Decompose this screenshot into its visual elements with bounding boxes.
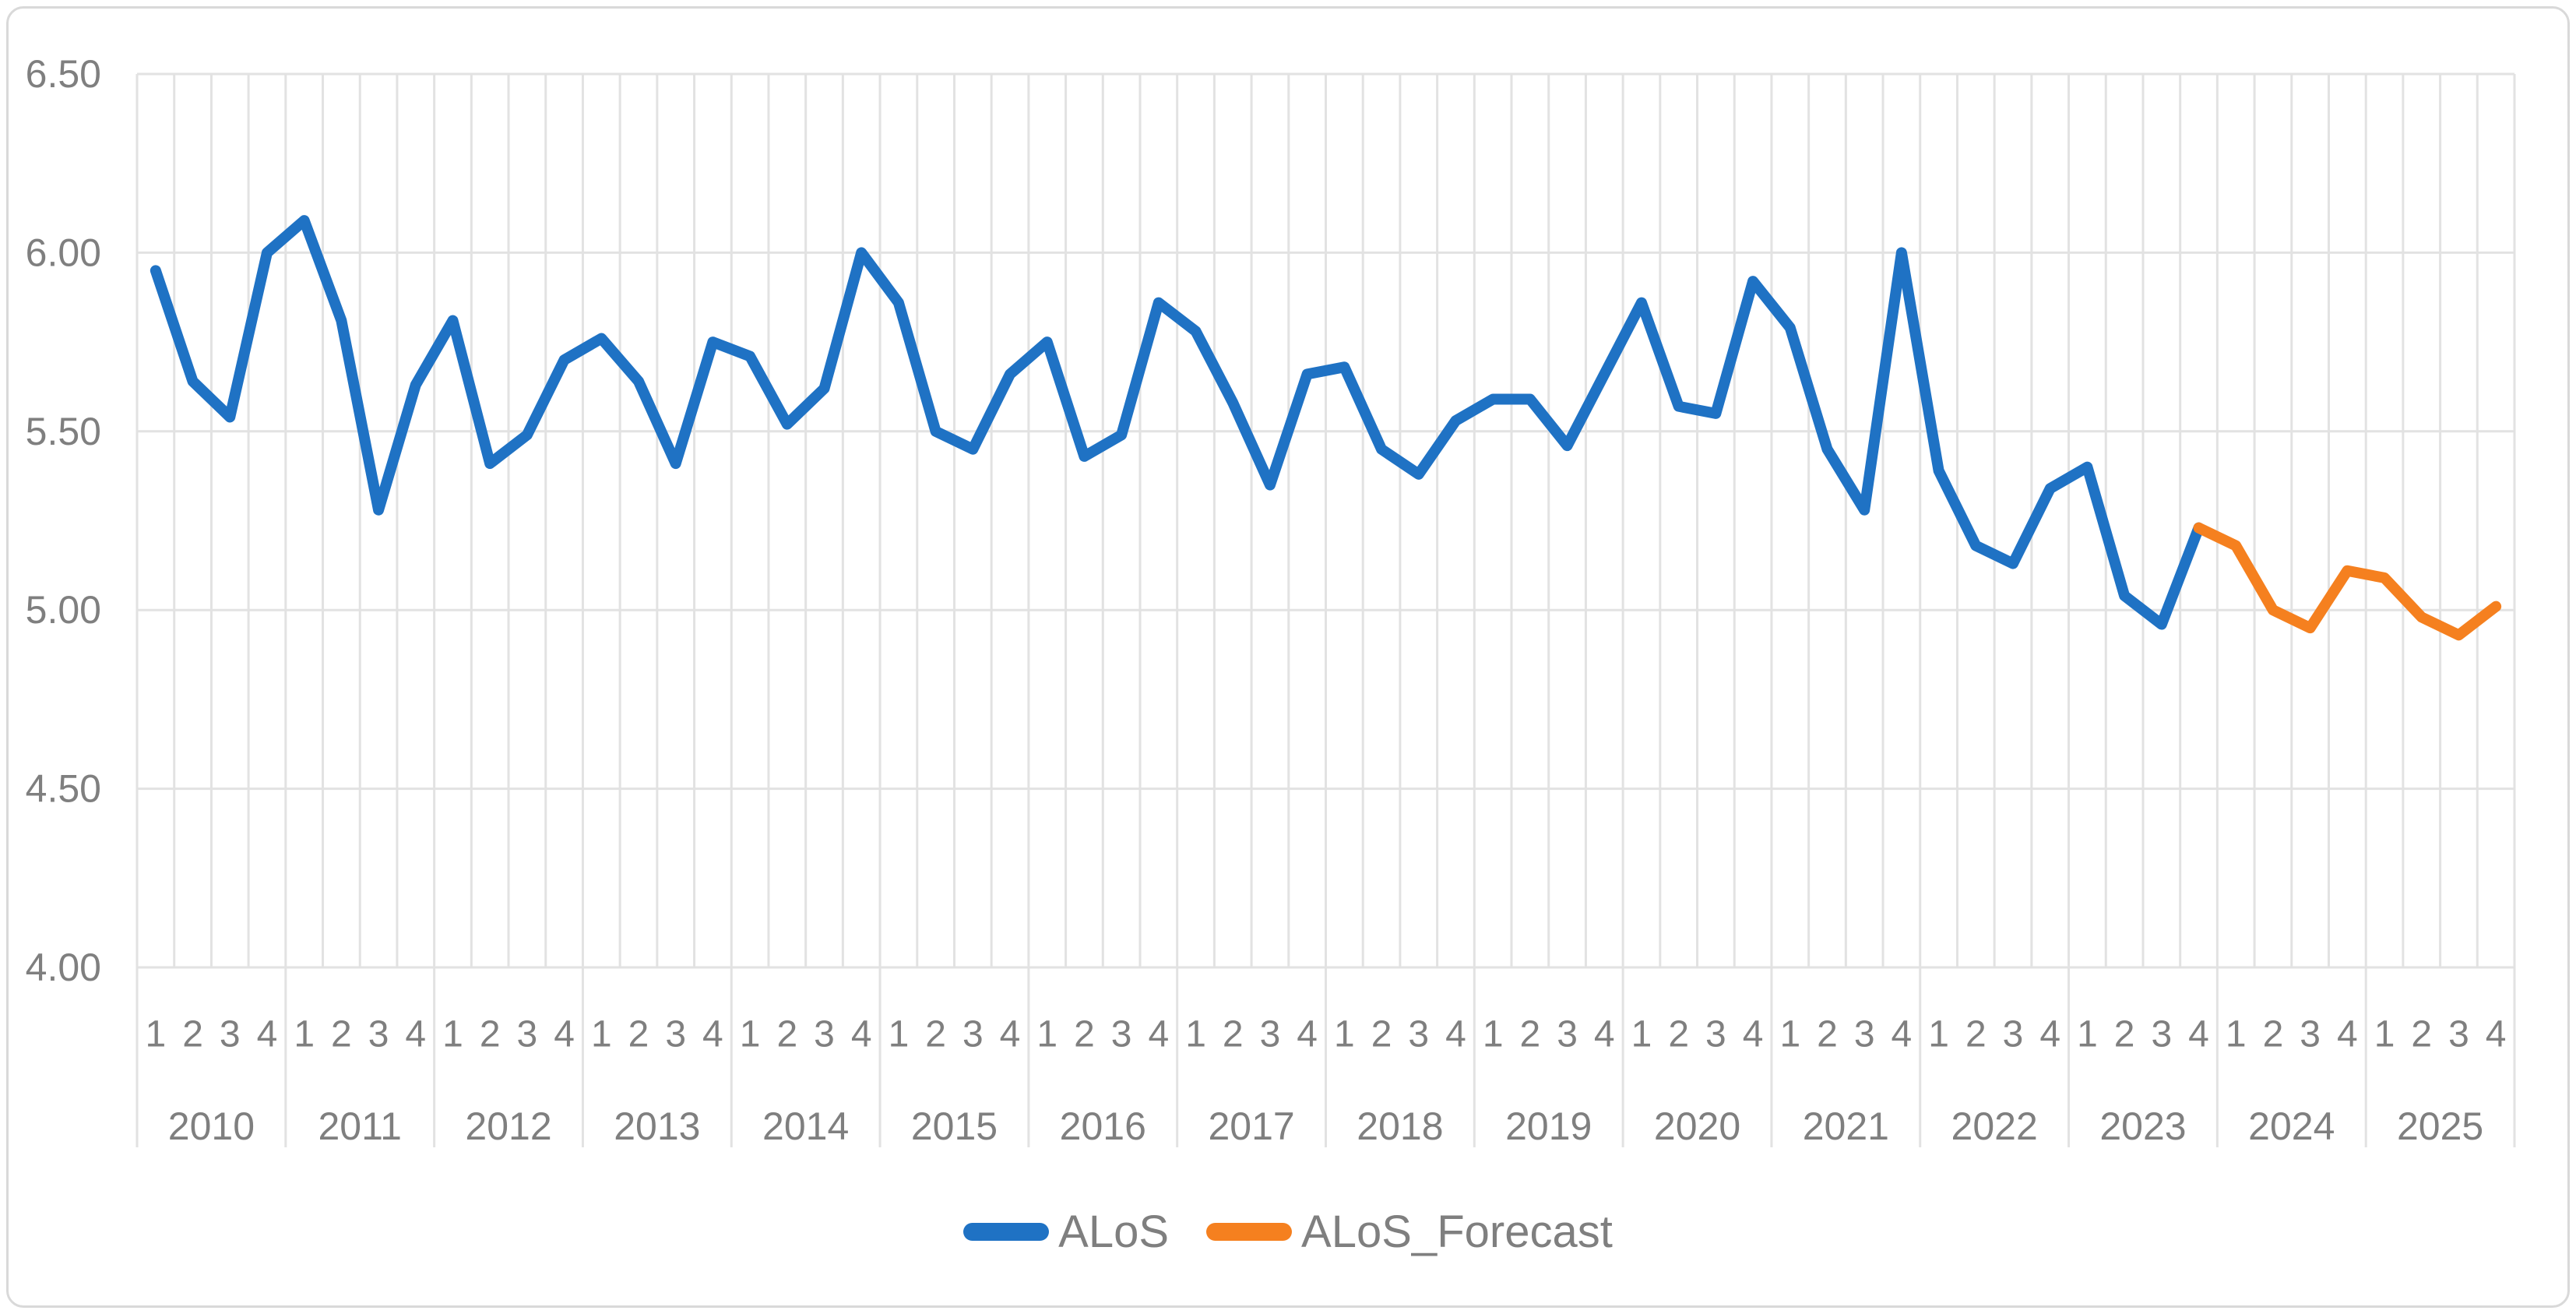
quarter-tick-label: 3	[2300, 1014, 2321, 1055]
alos-forecast-series-swatch	[1206, 1222, 1293, 1241]
quarter-tick-label: 2	[1668, 1014, 1689, 1055]
quarter-tick-label: 2	[1074, 1014, 1095, 1055]
quarter-tick-label: 1	[740, 1014, 761, 1055]
quarter-tick-label: 1	[442, 1014, 463, 1055]
quarter-tick-label: 4	[405, 1014, 426, 1055]
year-label: 2017	[1208, 1104, 1294, 1148]
year-label: 2023	[2099, 1104, 2186, 1148]
year-label: 2025	[2397, 1104, 2483, 1148]
quarter-tick-label: 1	[591, 1014, 612, 1055]
year-label: 2014	[762, 1104, 849, 1148]
alos-series-label: ALoS	[1058, 1206, 1170, 1257]
legend: ALoS ALoS_Forecast	[0, 1203, 2576, 1260]
quarter-tick-label: 2	[2263, 1014, 2284, 1055]
quarter-tick-label: 4	[1594, 1014, 1615, 1055]
year-label: 2019	[1505, 1104, 1592, 1148]
quarter-tick-label: 1	[146, 1014, 167, 1055]
quarter-tick-label: 1	[1779, 1014, 1800, 1055]
quarter-tick-label: 4	[1297, 1014, 1318, 1055]
quarter-tick-label: 2	[628, 1014, 649, 1055]
quarter-tick-label: 1	[1036, 1014, 1057, 1055]
quarter-tick-label: 3	[1408, 1014, 1429, 1055]
quarter-tick-label: 2	[925, 1014, 946, 1055]
legend-item-alos[interactable]: ALoS	[963, 1206, 1169, 1258]
quarter-tick-label: 4	[851, 1014, 872, 1055]
quarter-tick-label: 1	[1185, 1014, 1206, 1055]
y-tick-label: 6.00	[26, 231, 101, 274]
quarter-tick-label: 1	[2374, 1014, 2395, 1055]
quarter-tick-label: 4	[2188, 1014, 2209, 1055]
quarter-tick-label: 4	[2486, 1014, 2507, 1055]
y-tick-label: 6.50	[26, 52, 101, 96]
quarter-tick-label: 3	[1557, 1014, 1578, 1055]
quarter-tick-label: 4	[1000, 1014, 1021, 1055]
quarter-tick-label: 3	[665, 1014, 686, 1055]
quarter-tick-label: 3	[814, 1014, 835, 1055]
quarter-tick-label: 1	[2077, 1014, 2098, 1055]
year-label: 2022	[1951, 1104, 2038, 1148]
quarter-tick-label: 4	[1743, 1014, 1764, 1055]
quarter-tick-label: 3	[2003, 1014, 2024, 1055]
quarter-tick-label: 3	[2151, 1014, 2172, 1055]
quarter-tick-label: 3	[517, 1014, 538, 1055]
year-label: 2015	[911, 1104, 998, 1148]
quarter-tick-label: 2	[1223, 1014, 1244, 1055]
quarter-tick-label: 2	[331, 1014, 352, 1055]
quarter-tick-label: 2	[1965, 1014, 1987, 1055]
quarter-tick-label: 1	[294, 1014, 315, 1055]
year-label: 2016	[1060, 1104, 1146, 1148]
quarter-tick-label: 3	[368, 1014, 389, 1055]
quarter-tick-label: 4	[702, 1014, 723, 1055]
y-tick-label: 5.00	[26, 588, 101, 632]
quarter-tick-label: 4	[2337, 1014, 2358, 1055]
quarter-tick-label: 1	[889, 1014, 910, 1055]
year-label: 2020	[1654, 1104, 1740, 1148]
quarter-tick-label: 2	[480, 1014, 501, 1055]
quarter-tick-label: 3	[1854, 1014, 1875, 1055]
quarter-tick-label: 1	[1334, 1014, 1355, 1055]
quarter-tick-label: 4	[1148, 1014, 1169, 1055]
quarter-tick-label: 2	[2114, 1014, 2135, 1055]
quarter-tick-label: 4	[1892, 1014, 1913, 1055]
quarter-tick-label: 3	[1705, 1014, 1726, 1055]
legend-item-alos-forecast[interactable]: ALoS_Forecast	[1206, 1206, 1613, 1258]
alos-series-line[interactable]	[150, 215, 2205, 630]
year-label: 2010	[168, 1104, 255, 1148]
quarter-tick-label: 2	[776, 1014, 797, 1055]
quarter-tick-label: 3	[1111, 1014, 1132, 1055]
quarter-tick-label: 2	[2411, 1014, 2432, 1055]
quarter-tick-label: 3	[220, 1014, 241, 1055]
quarter-tick-label: 2	[1817, 1014, 1838, 1055]
year-label: 2011	[318, 1104, 402, 1148]
alos-series-swatch	[963, 1222, 1050, 1241]
quarter-tick-label: 4	[1445, 1014, 1466, 1055]
quarter-tick-label: 2	[182, 1014, 203, 1055]
year-label: 2018	[1357, 1104, 1443, 1148]
alos-forecast-series-line[interactable]	[2193, 522, 2502, 641]
y-tick-label: 4.00	[26, 946, 101, 989]
y-tick-label: 5.50	[26, 410, 101, 453]
year-label: 2012	[465, 1104, 551, 1148]
quarter-tick-label: 3	[1260, 1014, 1281, 1055]
quarter-tick-label: 1	[2226, 1014, 2247, 1055]
quarter-tick-label: 4	[2039, 1014, 2060, 1055]
year-label: 2021	[1803, 1104, 1889, 1148]
quarter-tick-label: 2	[1520, 1014, 1541, 1055]
alos-forecast-series-label: ALoS_Forecast	[1301, 1206, 1613, 1257]
quarter-tick-label: 1	[1928, 1014, 1949, 1055]
quarter-tick-label: 4	[257, 1014, 278, 1055]
quarter-tick-label: 4	[554, 1014, 575, 1055]
quarter-tick-label: 3	[962, 1014, 984, 1055]
year-label: 2024	[2248, 1104, 2335, 1148]
y-tick-label: 4.50	[26, 767, 101, 811]
quarter-tick-label: 1	[1631, 1014, 1652, 1055]
quarter-tick-label: 1	[1483, 1014, 1504, 1055]
quarter-tick-label: 2	[1371, 1014, 1392, 1055]
year-label: 2013	[614, 1104, 700, 1148]
quarter-tick-label: 3	[2448, 1014, 2469, 1055]
